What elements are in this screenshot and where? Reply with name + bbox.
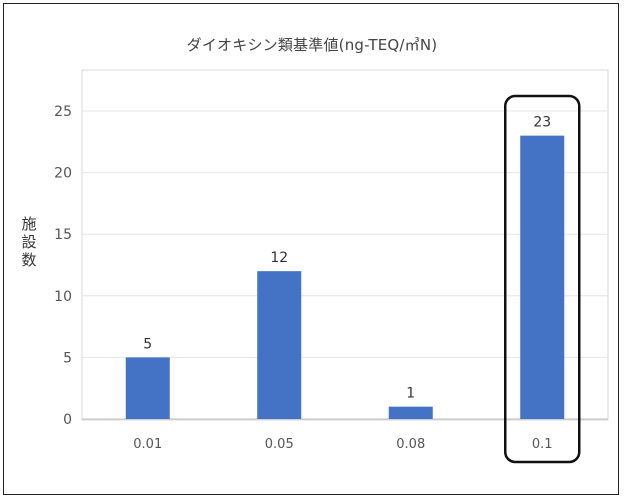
y-tick-label: 20 (54, 166, 72, 182)
x-tick-label: 0.1 (532, 437, 553, 452)
y-axis-label: 施設数 (21, 215, 37, 269)
chart-title: ダイオキシン類基準値(ng-TEQ/㎥N) (186, 36, 438, 54)
chart-frame (3, 3, 619, 495)
x-tick-label: 0.01 (133, 437, 162, 452)
highlight-outline (504, 94, 581, 464)
plot-area (81, 69, 609, 421)
y-tick-label: 0 (63, 412, 72, 428)
bar-0.01 (125, 357, 170, 419)
bar-0.05 (257, 271, 302, 419)
x-tick-label: 0.08 (396, 437, 425, 452)
y-tick-label: 15 (54, 227, 72, 243)
y-tick-label: 10 (54, 289, 72, 305)
bar-0.1 (520, 135, 565, 419)
x-tick-label: 0.05 (265, 437, 294, 452)
bar-0.08 (388, 406, 433, 419)
y-tick-label: 5 (63, 350, 72, 366)
data-label: 12 (270, 250, 288, 266)
data-label: 1 (406, 386, 415, 402)
data-label: 5 (143, 336, 152, 352)
y-tick-label: 25 (54, 104, 72, 120)
data-label: 23 (533, 115, 551, 131)
